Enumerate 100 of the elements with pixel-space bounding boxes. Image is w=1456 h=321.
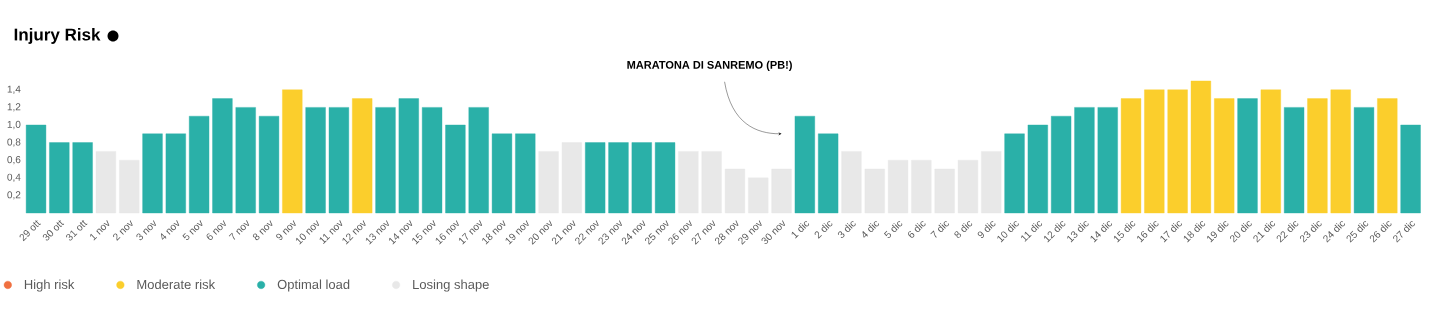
y-tick-label: 0,6 <box>7 156 21 165</box>
bar <box>981 151 1002 214</box>
bar <box>561 142 582 214</box>
bar <box>957 159 979 214</box>
bar <box>515 133 536 214</box>
y-tick-label: 0,8 <box>7 138 21 147</box>
bar <box>235 107 256 214</box>
bar <box>1074 107 1095 214</box>
y-tick-label: 0,2 <box>7 191 21 200</box>
x-tick-label: 20 dic <box>1230 221 1252 243</box>
x-tick-label: 1 dic <box>791 221 810 239</box>
x-tick-label: 9 nov <box>276 220 296 241</box>
bar <box>701 151 722 214</box>
bar <box>794 115 815 214</box>
x-tick-label: 3 nov <box>136 220 157 241</box>
bar <box>1260 89 1281 214</box>
bar <box>421 107 443 214</box>
bar <box>748 177 769 214</box>
x-tick-label: 28 nov <box>714 220 739 245</box>
bar <box>25 124 47 214</box>
x-tick-label: 14 nov <box>389 220 413 245</box>
x-tick-label: 25 nov <box>645 220 669 245</box>
x-tick-label: 26 dic <box>1369 221 1392 243</box>
x-tick-label: 25 dic <box>1346 221 1369 243</box>
y-tick-label: 1,2 <box>7 103 21 112</box>
bar <box>468 107 489 214</box>
x-tick-label: 22 nov <box>575 220 599 245</box>
x-tick-label: 8 dic <box>954 221 973 238</box>
x-tick-label: 30 nov <box>761 220 786 245</box>
bar <box>1330 89 1351 214</box>
bar <box>95 151 117 214</box>
bar <box>1353 107 1375 214</box>
bar <box>608 142 629 214</box>
bar <box>1027 124 1048 214</box>
x-tick-label: 31 ott <box>66 220 88 241</box>
x-tick-label: 24 dic <box>1323 221 1345 243</box>
bar <box>1051 115 1072 214</box>
x-tick-label: 11 dic <box>1021 221 1043 242</box>
bar <box>887 159 909 214</box>
bar <box>678 151 699 214</box>
legend-label: Moderate risk <box>137 279 216 290</box>
chart-title: Injury Risk <box>14 28 101 44</box>
y-tick-label: 1,0 <box>7 120 21 130</box>
bar <box>49 142 70 214</box>
bar <box>1190 80 1212 214</box>
x-tick-label: 3 dic <box>837 221 856 238</box>
x-tick-label: 12 dic <box>1043 221 1066 243</box>
x-tick-label: 6 dic <box>908 221 926 238</box>
bar <box>165 133 186 214</box>
bar <box>841 151 862 214</box>
y-tick-label: 1,4 <box>7 85 21 94</box>
annotation: MARATONA DI SANREMO (PB!) <box>627 60 792 71</box>
bar <box>1120 98 1142 214</box>
bar <box>1144 89 1165 214</box>
x-tick-label: 20 nov <box>528 220 553 245</box>
x-tick-label: 7 dic <box>930 221 949 238</box>
legend-label: Optimal load <box>277 279 350 292</box>
x-tick-label: 16 nov <box>435 220 459 245</box>
x-tick-label: 22 dic <box>1276 221 1299 243</box>
x-tick-label: 17 nov <box>458 220 483 245</box>
x-tick-label: 18 dic <box>1183 221 1206 243</box>
x-tick-label: 19 dic <box>1207 221 1229 243</box>
x-tick-label: 10 nov <box>295 220 320 245</box>
x-tick-label: 13 dic <box>1067 221 1089 243</box>
bar <box>771 168 792 214</box>
x-tick-label: 16 dic <box>1137 221 1159 243</box>
x-tick-label: 29 ott <box>19 220 41 242</box>
x-tick-label: 26 nov <box>668 220 692 245</box>
x-tick-label: 30 ott <box>42 220 65 241</box>
bar <box>911 159 932 214</box>
x-tick-label: 12 nov <box>342 220 366 245</box>
x-tick-label: 21 nov <box>551 220 576 245</box>
bar <box>72 142 93 214</box>
bar <box>654 142 676 214</box>
bar <box>631 142 652 214</box>
x-tick-label: 6 nov <box>206 220 226 240</box>
x-tick-label: 23 dic <box>1299 221 1322 243</box>
bar <box>1214 98 1235 214</box>
x-tick-label: 8 nov <box>252 220 273 241</box>
bar <box>398 98 419 214</box>
bar <box>491 133 513 214</box>
bar <box>1307 98 1328 214</box>
x-tick-label: 5 nov <box>182 220 203 241</box>
bar <box>328 107 350 214</box>
bar <box>934 168 955 214</box>
bar <box>142 133 163 214</box>
y-tick-label: 0,4 <box>7 173 21 182</box>
x-tick-label: 11 nov <box>319 220 343 244</box>
bar <box>258 115 280 214</box>
bar <box>212 98 233 214</box>
bar <box>119 159 140 214</box>
bar <box>1167 89 1188 214</box>
bar <box>1237 98 1258 214</box>
x-tick-label: 9 dic <box>977 221 996 238</box>
x-tick-label: 2 nov <box>113 220 133 241</box>
x-tick-label: 19 nov <box>505 220 529 245</box>
bar <box>282 89 303 214</box>
bar <box>305 107 326 214</box>
x-tick-label: 21 dic <box>1253 221 1276 243</box>
bar <box>1097 107 1118 214</box>
